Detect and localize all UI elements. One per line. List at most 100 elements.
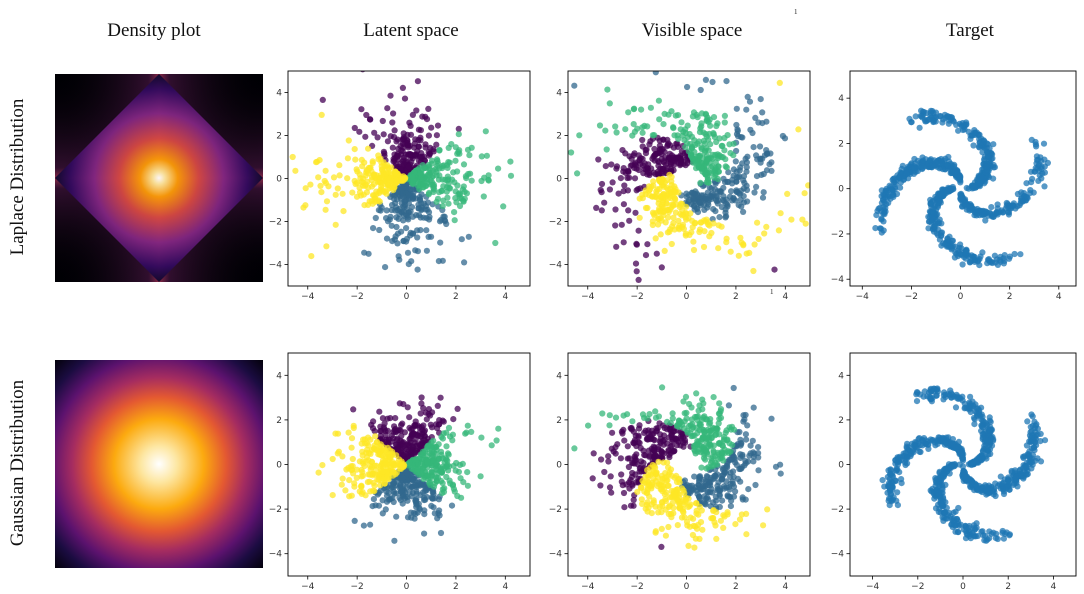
- scatter-point: [1033, 143, 1040, 150]
- scatter-point: [634, 488, 641, 495]
- scatter-point: [417, 227, 424, 234]
- scatter-point: [754, 287, 760, 293]
- scatter-point: [412, 418, 419, 425]
- scatter-point: [443, 463, 450, 470]
- scatter-point: [697, 219, 704, 226]
- scatter-point: [353, 466, 360, 473]
- scatter-point: [675, 217, 682, 224]
- x-tick-label: −2: [631, 292, 644, 302]
- scatter-point: [638, 458, 645, 465]
- scatter-point: [889, 176, 896, 183]
- scatter-point: [698, 120, 705, 127]
- scatter-point: [598, 207, 605, 214]
- scatter-point: [632, 471, 639, 478]
- scatter-point: [683, 496, 690, 503]
- scatter-point: [1017, 470, 1024, 477]
- scatter-point: [437, 529, 445, 537]
- y-tick-label: −4: [269, 261, 283, 271]
- scatter-point: [437, 239, 444, 246]
- y-tick-label: 2: [276, 416, 282, 426]
- scatter-point: [633, 187, 640, 194]
- scatter-point: [407, 229, 414, 236]
- scatter-point: [606, 412, 613, 419]
- scatter-point: [709, 78, 716, 86]
- scatter-point: [689, 531, 696, 539]
- x-tick-label: 2: [1007, 292, 1013, 302]
- scatter-point: [720, 457, 727, 464]
- scatter-point: [414, 234, 421, 241]
- scatter-point: [402, 493, 409, 500]
- scatter-point: [658, 264, 665, 271]
- axes-frame: [567, 352, 811, 577]
- scatter-point: [322, 167, 329, 174]
- scatter-point: [720, 193, 727, 200]
- scatter-point: [739, 160, 746, 167]
- scatter-point: [392, 177, 399, 184]
- scatter-point: [698, 464, 705, 471]
- scatter-point: [681, 437, 689, 444]
- scatter-point: [655, 97, 662, 104]
- scatter-point: [646, 183, 653, 190]
- scatter-point: [991, 252, 998, 259]
- scatter-point: [760, 522, 767, 529]
- scatter-point: [666, 434, 673, 441]
- scatter-point: [412, 431, 419, 438]
- scatter-point: [938, 232, 945, 239]
- scatter-point: [758, 171, 765, 178]
- x-tick-label: 2: [733, 582, 739, 592]
- scatter-point: [939, 514, 946, 521]
- scatter-point: [652, 150, 659, 158]
- scatter-point: [652, 235, 659, 242]
- scatter-point: [664, 229, 671, 236]
- scatter-point: [1028, 465, 1035, 472]
- scatter-point: [392, 425, 399, 433]
- scatter-point: [654, 186, 661, 193]
- scatter-point: [620, 165, 627, 172]
- scatter-point: [334, 185, 341, 192]
- scatter-point: [927, 107, 935, 114]
- scatter-point: [708, 193, 715, 200]
- scatter-point: [732, 158, 739, 165]
- x-tick-label: 0: [404, 292, 410, 302]
- scatter-point: [731, 456, 738, 463]
- scatter-point: [396, 210, 403, 217]
- scatter-point: [666, 171, 673, 178]
- y-tick-label: −2: [269, 218, 282, 228]
- scatter-point: [749, 437, 756, 444]
- scatter-point: [683, 409, 690, 416]
- scatter-point: [723, 200, 730, 207]
- scatter-point: [366, 478, 373, 485]
- scatter-point: [412, 497, 419, 504]
- scatter-point: [914, 389, 921, 396]
- scatter-point: [1005, 478, 1012, 485]
- scatter-point: [971, 421, 978, 428]
- scatter-point: [697, 449, 704, 456]
- scatter-point: [409, 443, 416, 450]
- scatter-point: [428, 174, 436, 181]
- scatter-point: [571, 445, 578, 452]
- scatter-point: [752, 481, 759, 489]
- scatter-point: [330, 174, 338, 181]
- scatter-point: [738, 439, 745, 447]
- scatter-point: [694, 209, 702, 216]
- scatter-point: [420, 180, 427, 187]
- scatter-point: [994, 201, 1001, 208]
- scatter-point: [492, 239, 499, 247]
- scatter-point: [684, 83, 691, 91]
- scatter-point: [420, 475, 427, 482]
- scatter-point: [981, 175, 988, 182]
- scatter-point: [399, 140, 406, 147]
- scatter-point: [605, 458, 612, 465]
- scatter-point: [379, 468, 386, 475]
- scatter-point: [983, 486, 990, 493]
- scatter-point: [711, 174, 718, 181]
- scatter-point: [412, 195, 419, 202]
- scatter-point: [927, 436, 934, 443]
- column-title-latent: Latent space: [363, 20, 459, 41]
- scatter-point: [384, 138, 391, 145]
- scatter-point: [460, 161, 468, 168]
- scatter-point: [672, 186, 679, 193]
- scatter-point: [370, 496, 377, 503]
- scatter-point: [465, 233, 472, 240]
- scatter-point: [422, 409, 429, 416]
